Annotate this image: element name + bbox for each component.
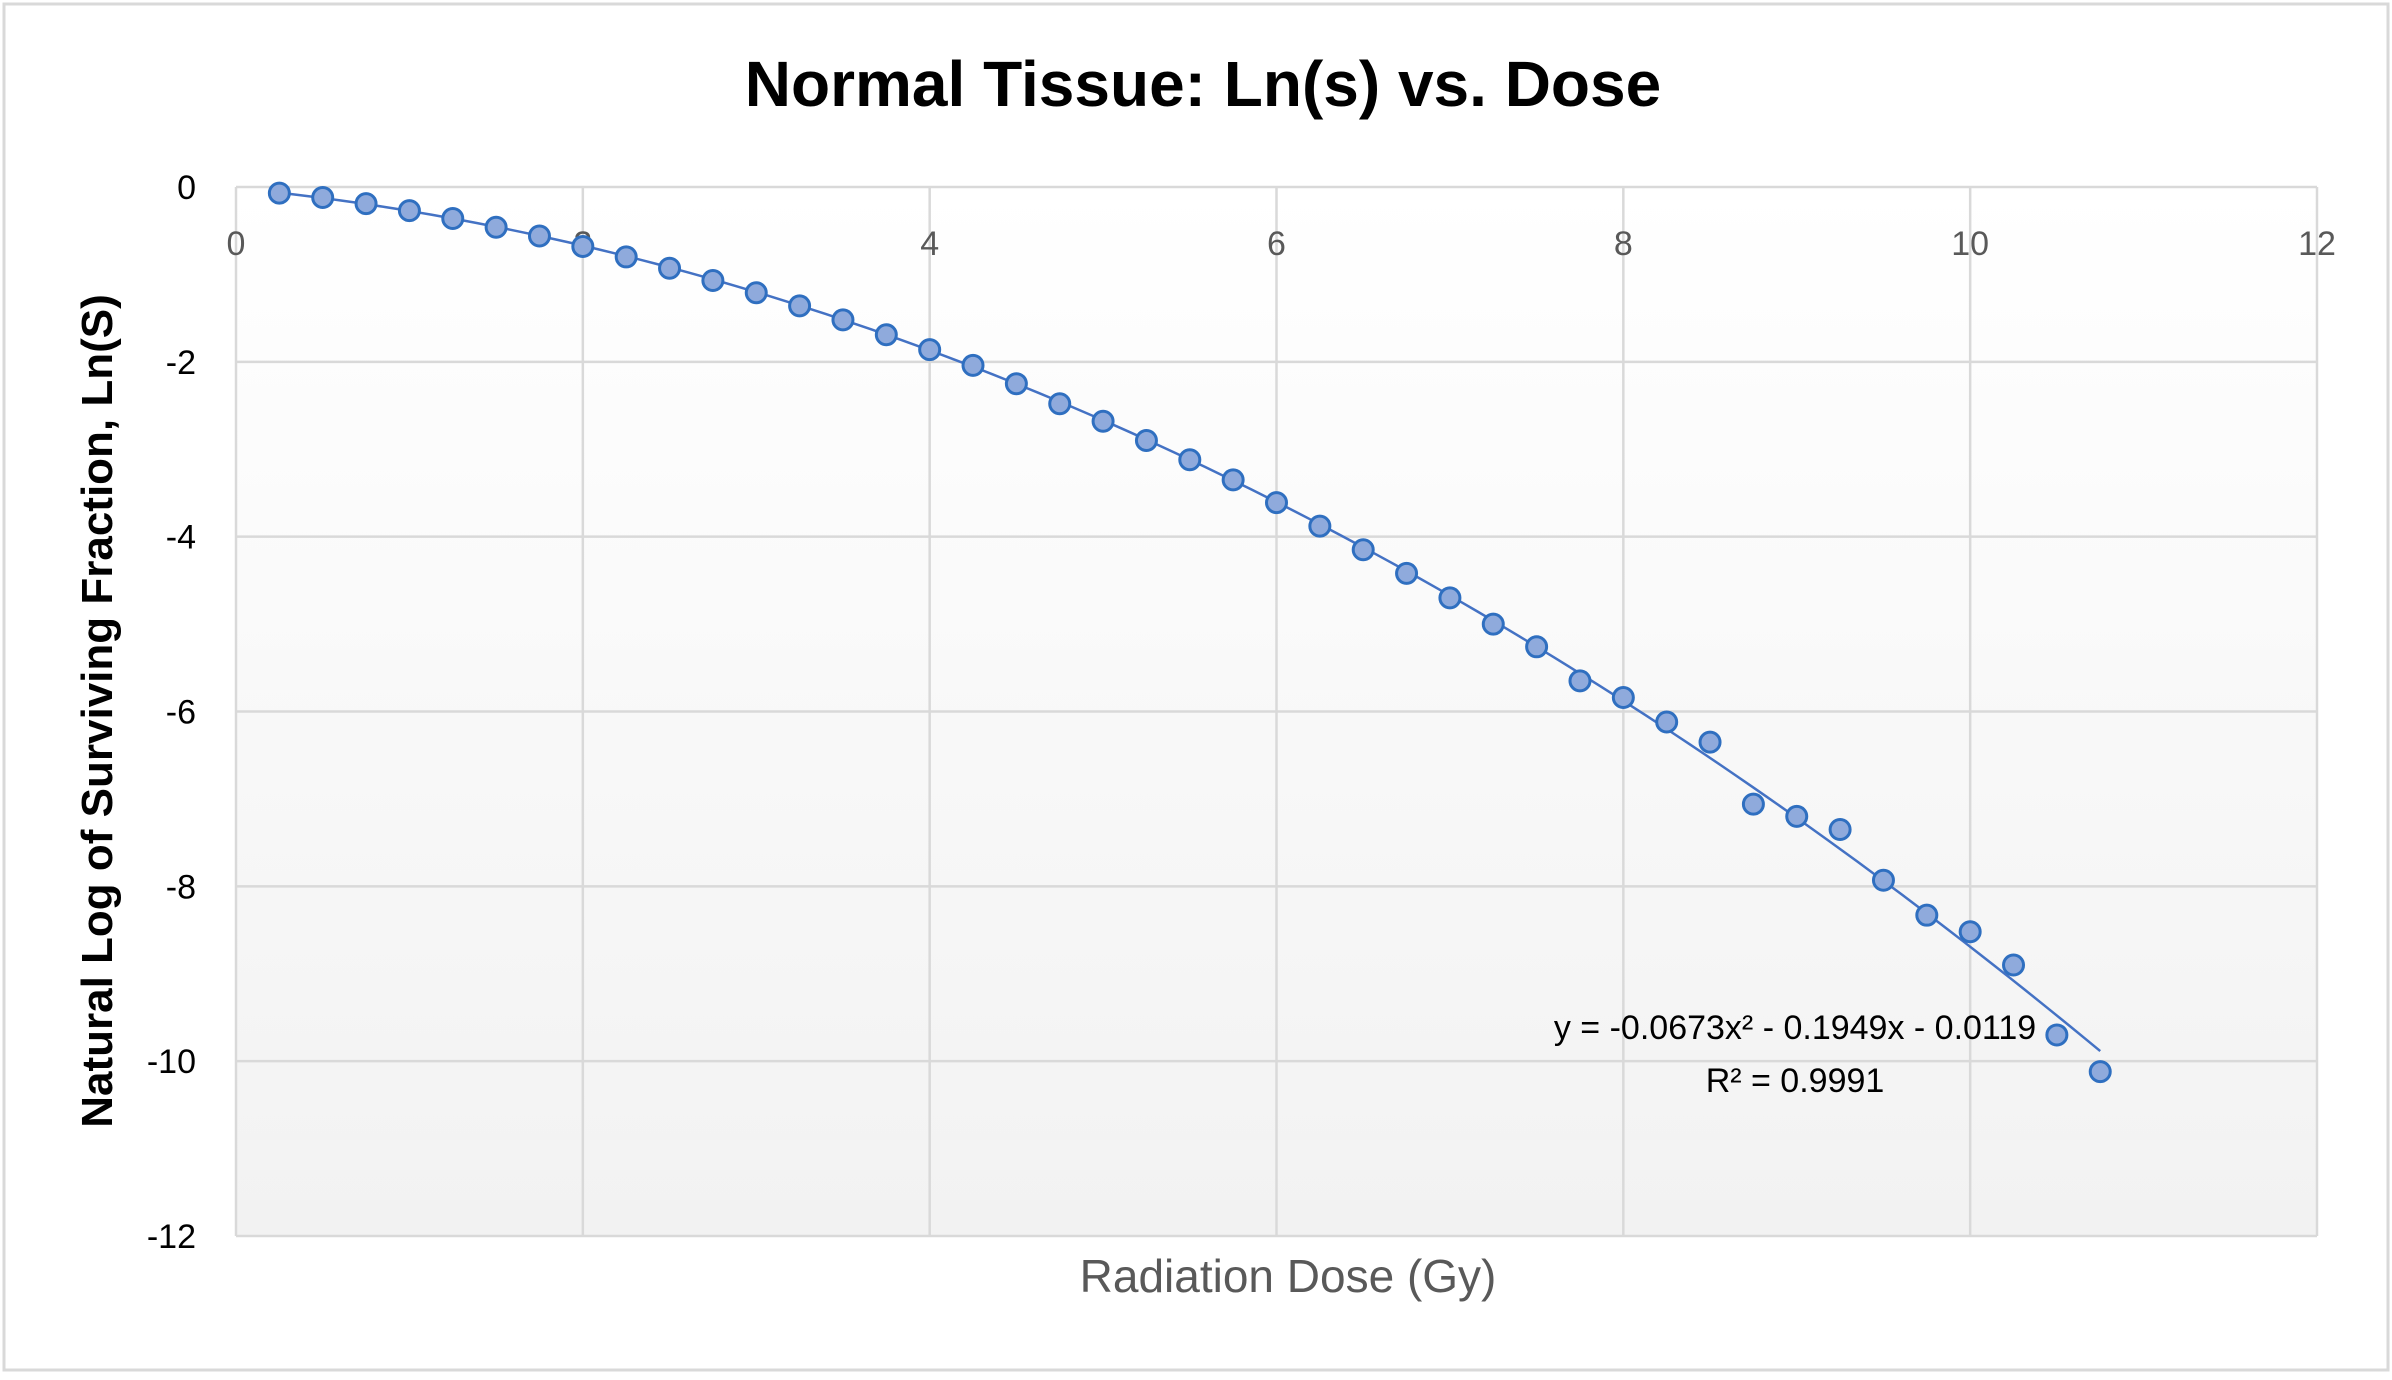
data-point xyxy=(1915,903,1939,927)
data-point xyxy=(744,281,768,305)
data-point xyxy=(614,245,638,269)
data-point xyxy=(1828,818,1852,842)
y-tick-label: -12 xyxy=(147,1218,196,1256)
data-point xyxy=(1525,635,1549,659)
data-point xyxy=(1741,792,1765,816)
data-point xyxy=(1221,468,1245,492)
data-point xyxy=(441,206,465,230)
y-tick-label: -8 xyxy=(166,868,196,906)
x-tick-label: 8 xyxy=(1614,225,1633,263)
data-point xyxy=(1481,612,1505,636)
data-point xyxy=(1048,392,1072,416)
x-tick-label: 12 xyxy=(2298,225,2336,263)
data-point xyxy=(1785,804,1809,828)
data-point xyxy=(961,353,985,377)
data-point xyxy=(1611,686,1635,710)
data-points xyxy=(267,181,2112,1084)
data-point xyxy=(1698,730,1722,754)
y-tick-label: -4 xyxy=(166,519,196,557)
data-point xyxy=(267,181,291,205)
data-point xyxy=(874,323,898,347)
data-point xyxy=(2088,1060,2112,1084)
data-point xyxy=(788,294,812,318)
y-axis-title: Natural Log of Surviving Fraction, Ln(S) xyxy=(73,294,122,1128)
data-point xyxy=(397,199,421,223)
data-point xyxy=(2045,1023,2069,1047)
data-point xyxy=(1438,586,1462,610)
y-tick-label: 0 xyxy=(177,169,196,207)
chart-title: Normal Tissue: Ln(s) vs. Dose xyxy=(745,48,1661,120)
x-tick-label: 6 xyxy=(1267,225,1286,263)
data-point xyxy=(1395,561,1419,585)
data-point xyxy=(1308,514,1332,538)
trendline-equation: y = -0.0673x² - 0.1949x - 0.0119 xyxy=(1554,1009,2036,1047)
data-point xyxy=(1655,710,1679,734)
y-tick-label: -6 xyxy=(166,694,196,732)
data-point xyxy=(701,269,725,293)
data-point xyxy=(918,338,942,362)
data-point xyxy=(1568,669,1592,693)
data-point xyxy=(1871,868,1895,892)
data-point xyxy=(484,215,508,239)
data-point xyxy=(527,224,551,248)
data-point xyxy=(1265,491,1288,515)
data-point xyxy=(1134,429,1158,453)
data-point xyxy=(1091,409,1115,433)
data-point xyxy=(1004,372,1028,396)
gridlines xyxy=(234,185,2319,1238)
x-tick-label: 10 xyxy=(1951,225,1989,263)
y-tick-label: -2 xyxy=(166,344,196,382)
x-tick-label: 4 xyxy=(920,225,939,263)
data-point xyxy=(354,192,378,216)
y-tick-label: -10 xyxy=(147,1043,196,1081)
data-point xyxy=(831,308,855,332)
data-point xyxy=(1958,920,1982,944)
data-point xyxy=(658,256,682,280)
data-point xyxy=(571,234,595,258)
data-point xyxy=(2002,953,2026,977)
x-tick-label: 0 xyxy=(227,225,246,263)
trendline-r-squared: R² = 0.9991 xyxy=(1706,1062,1885,1100)
data-point xyxy=(1178,448,1202,472)
data-point xyxy=(311,185,335,209)
data-point xyxy=(1351,538,1375,562)
x-axis-title: Radiation Dose (Gy) xyxy=(1080,1250,1497,1302)
